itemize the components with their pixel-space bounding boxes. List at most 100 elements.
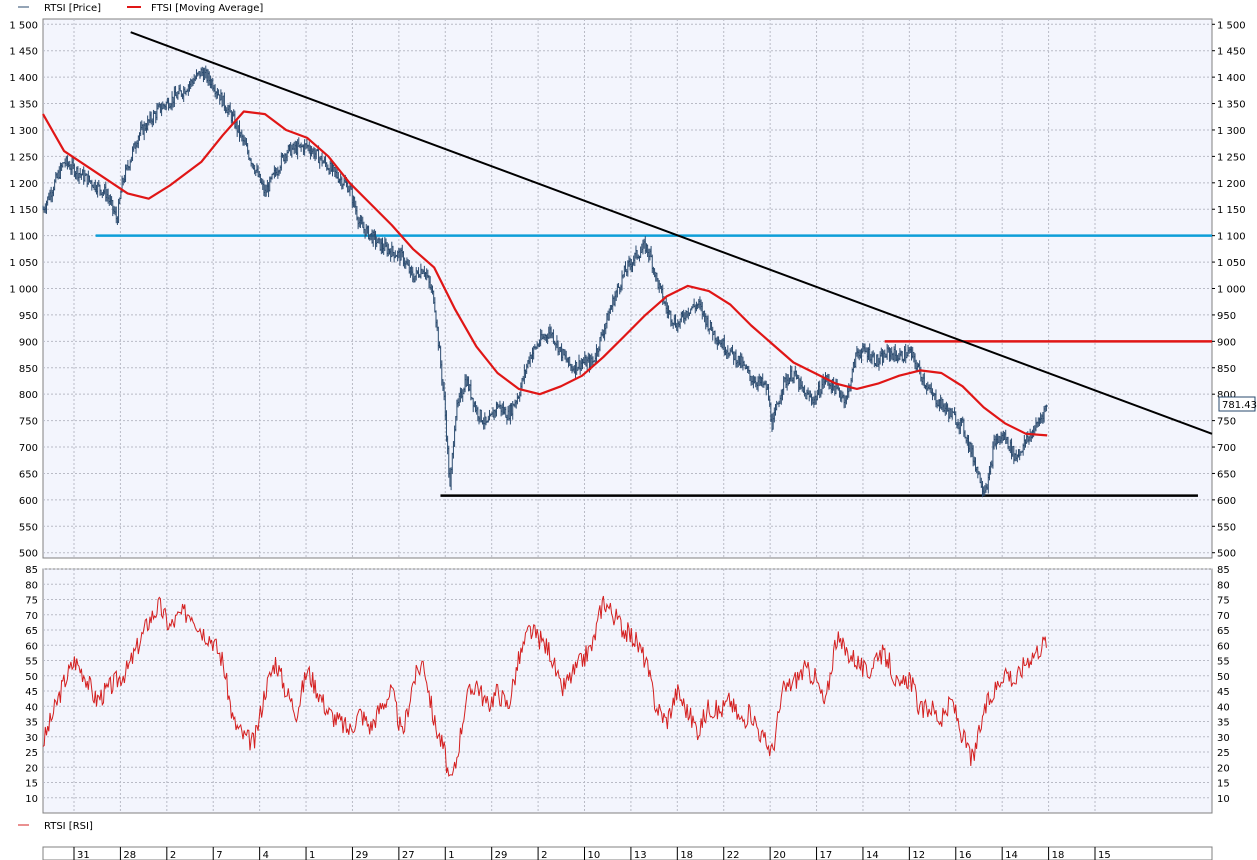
- x-tick-label: 7: [216, 850, 222, 860]
- price-y-tick-label: 550: [19, 522, 38, 533]
- rsi-y-tick-label: 20: [25, 763, 38, 774]
- price-y-tick-label: 750: [19, 417, 38, 428]
- price-y-tick-label: 700: [1217, 443, 1236, 454]
- rsi-y-tick-label: 75: [25, 596, 38, 607]
- x-tick-label: 22: [727, 850, 740, 860]
- rsi-y-tick-label: 85: [1217, 565, 1230, 576]
- rsi-y-tick-label: 25: [1217, 748, 1230, 759]
- price-y-tick-label: 900: [1217, 337, 1236, 348]
- price-y-tick-label: 1 250: [1217, 152, 1246, 163]
- price-annotations: [95, 31, 1213, 497]
- price-y-tick-label: 850: [1217, 364, 1236, 375]
- x-tick-label: 18: [1052, 850, 1065, 860]
- price-y-tick-label: 1 350: [1217, 100, 1246, 111]
- price-y-tick-label: 1 450: [9, 47, 38, 58]
- ma-legend-label: FTSI [Moving Average]: [151, 3, 263, 14]
- rsi-y-tick-label: 80: [1217, 580, 1230, 591]
- rsi-y-tick-label: 40: [1217, 702, 1230, 713]
- rsi-y-axis-left: 10 15 20 25 30 35 40 45 50 55 60 65 70 75 80 85: [25, 565, 38, 805]
- price-y-tick-label: 600: [1217, 496, 1236, 507]
- price-y-tick-label: 1 050: [1217, 258, 1246, 269]
- x-tick-label: 15: [1098, 850, 1111, 860]
- x-tick-label: 31: [77, 850, 90, 860]
- x-tick-label: 2: [541, 850, 547, 860]
- rsi-y-tick-label: 30: [25, 733, 38, 744]
- x-tick-label: 28: [123, 850, 136, 860]
- rsi-line: [42, 595, 1047, 777]
- price-y-tick-label: 850: [19, 364, 38, 375]
- x-tick-label: 10: [588, 850, 601, 860]
- rsi-y-tick-label: 30: [1217, 733, 1230, 744]
- price-y-tick-label: 950: [19, 311, 38, 322]
- price-y-tick-label: 600: [19, 496, 38, 507]
- x-ticks-group: 31 28 2 7 4 1 29 27 1 29 2 10 13 18 22 20 17 14 12 16 14 18 15: [73, 847, 1111, 860]
- x-tick-label: 14: [866, 850, 879, 860]
- x-tick-label: 17: [820, 850, 833, 860]
- price-y-tick-label: 1 400: [1217, 73, 1246, 84]
- price-y-tick-label: 1 350: [9, 100, 38, 111]
- price-y-axis-right: 500 550 600 650 700 750 800 850 900 950 1 000 1 050…: [1212, 20, 1246, 560]
- price-y-tick-label: 1 200: [1217, 179, 1246, 190]
- price-y-tick-label: 500: [19, 549, 38, 560]
- price-y-tick-label: 800: [1217, 390, 1236, 401]
- price-y-tick-label: 1 000: [1217, 285, 1246, 296]
- x-tick-label: 1: [309, 850, 315, 860]
- price-legend-label: RTSI [Price]: [44, 3, 101, 14]
- rsi-y-axis-right: 10 15 20 25 30 35 40 45 50 55 60 65 70 75 80 85: [1217, 565, 1230, 805]
- rsi-y-tick-label: 85: [25, 565, 38, 576]
- rsi-y-tick-label: 35: [1217, 718, 1230, 729]
- price-y-tick-label: 800: [19, 390, 38, 401]
- last-price-label: 781.43: [1222, 400, 1257, 411]
- rsi-y-tick-label: 45: [1217, 687, 1230, 698]
- rsi-y-tick-label: 65: [1217, 626, 1230, 637]
- price-y-tick-label: 900: [19, 337, 38, 348]
- x-tick-label: 2: [170, 850, 176, 860]
- price-y-tick-label: 1 250: [9, 152, 38, 163]
- price-y-tick-label: 1 500: [9, 20, 38, 31]
- rsi-y-tick-label: 50: [1217, 672, 1230, 683]
- rsi-y-tick-label: 25: [25, 748, 38, 759]
- moving-average-series-group: [42, 110, 1048, 437]
- rsi-legend-label: RTSI [RSI]: [44, 821, 93, 832]
- price-y-tick-label: 1 100: [9, 232, 38, 243]
- rsi-y-tick-label: 20: [1217, 763, 1230, 774]
- rsi-y-tick-label: 80: [25, 580, 38, 591]
- price-y-tick-label: 1 150: [1217, 205, 1246, 216]
- last-price-box: [1218, 396, 1256, 412]
- x-tick-label: 18: [680, 850, 693, 860]
- x-tick-label: 14: [1005, 850, 1018, 860]
- price-y-tick-label: 500: [1217, 549, 1236, 560]
- price-y-tick-label: 700: [19, 443, 38, 454]
- rsi-y-tick-label: 35: [25, 718, 38, 729]
- x-tick-label: 13: [634, 850, 647, 860]
- rsi-y-tick-label: 45: [25, 687, 38, 698]
- x-axis: 31 28 2 7 4 1 29 27 1 29 2 10 13 18 22 20 17 14 12 16 14 18 15: [42, 846, 1213, 860]
- price-y-tick-label: 1 000: [9, 285, 38, 296]
- rsi-y-tick-label: 70: [1217, 611, 1230, 622]
- price-legend: RTSI [Price] FTSI [Moving Average]: [18, 3, 263, 14]
- x-tick-label: 20: [773, 850, 786, 860]
- rsi-y-tick-label: 60: [25, 641, 38, 652]
- x-tick-label: 12: [912, 850, 925, 860]
- rsi-y-tick-label: 70: [25, 611, 38, 622]
- descending-trendline: [130, 31, 1213, 435]
- rsi-series-group: [42, 595, 1047, 777]
- rsi-y-tick-label: 40: [25, 702, 38, 713]
- rsi-y-tick-label: 50: [25, 672, 38, 683]
- rsi-y-tick-label: 10: [25, 794, 38, 805]
- rsi-y-tick-label: 75: [1217, 596, 1230, 607]
- price-y-tick-label: 1 400: [9, 73, 38, 84]
- rsi-y-tick-label: 15: [25, 779, 38, 790]
- price-series-group: [42, 65, 1048, 498]
- x-tick-label: 16: [959, 850, 972, 860]
- price-y-tick-label: 1 150: [9, 205, 38, 216]
- price-y-tick-label: 1 300: [1217, 126, 1246, 137]
- price-y-tick-label: 1 100: [1217, 232, 1246, 243]
- x-tick-label: 29: [495, 850, 508, 860]
- price-y-axis-left: 500 550 600 650 700 750 800 850 900 950 1 000 1 050…: [9, 20, 38, 559]
- rsi-y-tick-label: 55: [1217, 657, 1230, 668]
- price-y-tick-label: 1 450: [1217, 47, 1246, 58]
- price-y-tick-label: 1 300: [9, 126, 38, 137]
- x-tick-label: 1: [448, 850, 454, 860]
